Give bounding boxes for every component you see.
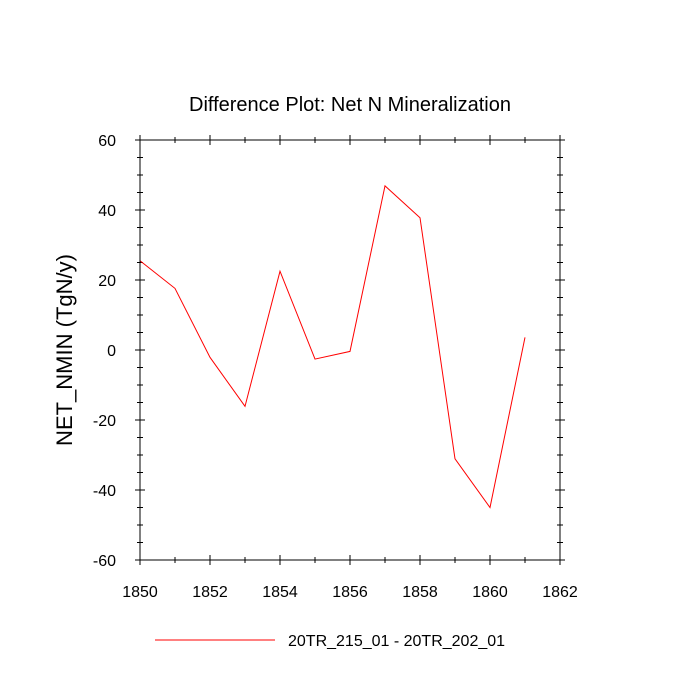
x-tick-labels: 1850 1852 1854 1856 1858 1860 1862 (122, 584, 578, 601)
x-tick-label: 1854 (262, 584, 298, 601)
chart-title: Difference Plot: Net N Mineralization (189, 94, 511, 116)
y-tick-label: -20 (93, 413, 116, 430)
x-tick-label: 1852 (192, 584, 228, 601)
x-tick-label: 1850 (122, 584, 158, 601)
series-line (139, 184, 526, 509)
x-tick-label: 1862 (542, 584, 578, 601)
y-tick-labels: -60 -40 -20 0 20 40 60 (93, 133, 116, 570)
legend: 20TR_215_01 - 20TR_202_01 (155, 633, 505, 650)
y-tick-label: 0 (107, 343, 116, 360)
series-layer (139, 184, 526, 509)
plot-frame (139, 139, 561, 561)
y-tick-label: 40 (98, 203, 116, 220)
x-tick-label: 1856 (332, 584, 368, 601)
y-axis-label: NET_NMIN (TgN/y) (52, 254, 77, 446)
y-tick-label: 60 (98, 133, 116, 150)
legend-label: 20TR_215_01 - 20TR_202_01 (288, 633, 505, 650)
y-tick-label: 20 (98, 273, 116, 290)
x-tick-label: 1858 (402, 584, 438, 601)
y-tick-label: -40 (93, 483, 116, 500)
y-tick-label: -60 (93, 553, 116, 570)
x-tick-label: 1860 (472, 584, 508, 601)
